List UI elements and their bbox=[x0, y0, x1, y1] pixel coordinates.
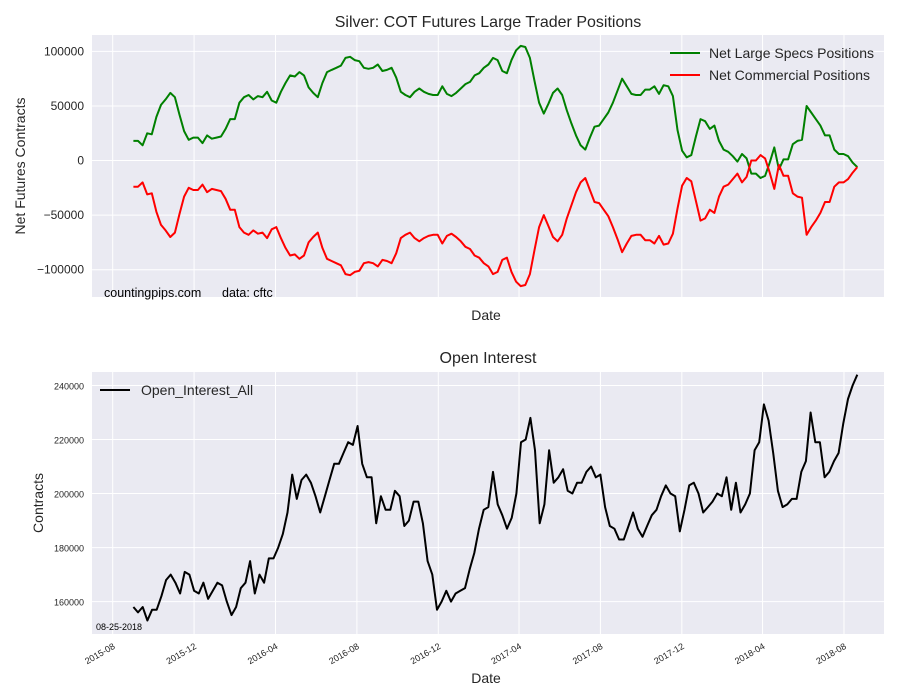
series-line-open-interest-all bbox=[132, 374, 859, 622]
y-tick-label: 240000 bbox=[54, 382, 84, 392]
x-tick-label: 2018-04 bbox=[733, 641, 767, 666]
y-tick-label: −50000 bbox=[44, 208, 85, 222]
y-tick-label: 0 bbox=[77, 154, 84, 168]
x-tick-label: 2017-04 bbox=[489, 641, 523, 666]
x-tick-label: 2018-08 bbox=[814, 641, 848, 666]
x-axis-label: Date bbox=[471, 670, 501, 686]
x-tick-label: 2017-08 bbox=[571, 641, 605, 666]
x-tick-label: 2016-08 bbox=[327, 641, 361, 666]
cot-positions-chart: Silver: COT Futures Large Trader Positio… bbox=[12, 14, 884, 323]
y-tick-label: 200000 bbox=[54, 490, 84, 500]
legend: Open_Interest_All bbox=[100, 382, 253, 398]
y-tick-label: 160000 bbox=[54, 598, 84, 608]
legend-label-specs: Net Large Specs Positions bbox=[709, 45, 874, 61]
x-tick-label: 2016-04 bbox=[246, 641, 280, 666]
x-tick-label: 2015-08 bbox=[83, 641, 117, 666]
legend: Net Large Specs Positions Net Commercial… bbox=[670, 45, 874, 83]
x-tick-label: 2016-12 bbox=[409, 641, 443, 666]
y-tick-label: 100000 bbox=[44, 44, 84, 58]
series-line-net-commercial-positions bbox=[133, 154, 859, 288]
y-axis-label: Net Futures Contracts bbox=[12, 98, 28, 235]
source-annotation: countingpips.com bbox=[104, 286, 201, 300]
grid bbox=[92, 35, 884, 297]
y-tick-labels: 160000 180000 200000 220000 240000 bbox=[54, 382, 84, 608]
x-axis-label: Date bbox=[471, 307, 501, 323]
chart-title: Silver: COT Futures Large Trader Positio… bbox=[335, 14, 642, 31]
series-lines bbox=[132, 374, 859, 622]
y-tick-label: 180000 bbox=[54, 544, 84, 554]
y-tick-label: 220000 bbox=[54, 436, 84, 446]
series-line-net-large-specs-positions bbox=[133, 44, 858, 179]
y-axis-label: Contracts bbox=[30, 473, 46, 533]
y-tick-labels: −100000 −50000 0 50000 100000 bbox=[37, 44, 84, 276]
open-interest-chart: Open Interest 160000 180000 200000 220000 24… bbox=[30, 350, 884, 686]
y-tick-label: −100000 bbox=[37, 263, 84, 277]
series-lines bbox=[133, 44, 859, 288]
date-annotation: 08-25-2018 bbox=[96, 622, 142, 632]
plot-area bbox=[92, 35, 884, 297]
x-tick-label: 2017-12 bbox=[652, 641, 686, 666]
legend-label-commercial: Net Commercial Positions bbox=[709, 67, 870, 83]
x-tick-labels: 2015-08 2015-12 2016-04 2016-08 2016-12 2017-… bbox=[83, 641, 848, 666]
chart-title: Open Interest bbox=[440, 350, 538, 367]
legend-label-open-interest: Open_Interest_All bbox=[141, 382, 253, 398]
data-annotation: data: cftc bbox=[222, 286, 273, 300]
y-tick-label: 50000 bbox=[51, 99, 85, 113]
x-tick-label: 2015-12 bbox=[164, 641, 198, 666]
